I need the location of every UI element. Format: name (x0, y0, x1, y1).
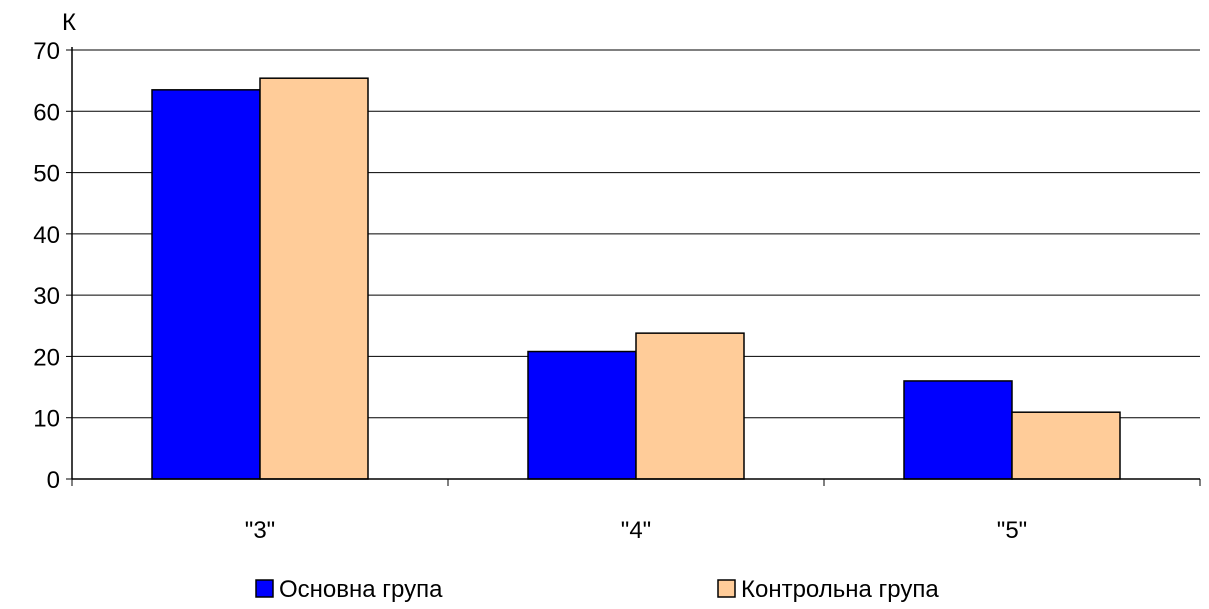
y-axis-title: К (62, 9, 76, 36)
y-tick-label: 10 (33, 406, 60, 433)
legend-swatch (717, 579, 736, 598)
y-tick-label: 0 (47, 467, 60, 494)
category-labels: "3" "4" "5" (245, 517, 1027, 544)
bars (151, 77, 1121, 480)
axes (66, 47, 1201, 486)
y-tick-label: 60 (33, 99, 60, 126)
legend-label: Основна група (279, 576, 443, 603)
bar-osnovna-4 (527, 350, 637, 480)
bar-kontrolna-4 (635, 332, 745, 480)
y-tick-label: 50 (33, 161, 60, 188)
y-tick-label: 40 (33, 222, 60, 249)
x-tick-label: "4" (621, 517, 651, 544)
y-tick-label: 30 (33, 283, 60, 310)
bar-kontrolna-3 (259, 77, 369, 480)
y-tick-label: 20 (33, 344, 60, 371)
bar-osnovna-3 (151, 89, 261, 480)
x-tick-label: "3" (245, 517, 275, 544)
bar-kontrolna-5 (1011, 411, 1121, 480)
x-tick-label: "5" (997, 517, 1027, 544)
legend-label: Контрольна група (741, 576, 939, 603)
legend: Основна група Контрольна група (255, 576, 939, 603)
bar-osnovna-5 (903, 380, 1013, 480)
y-tick-labels: 0 10 20 30 40 50 60 70 (33, 38, 60, 494)
y-tick-label: 70 (33, 38, 60, 65)
legend-swatch (255, 579, 274, 598)
